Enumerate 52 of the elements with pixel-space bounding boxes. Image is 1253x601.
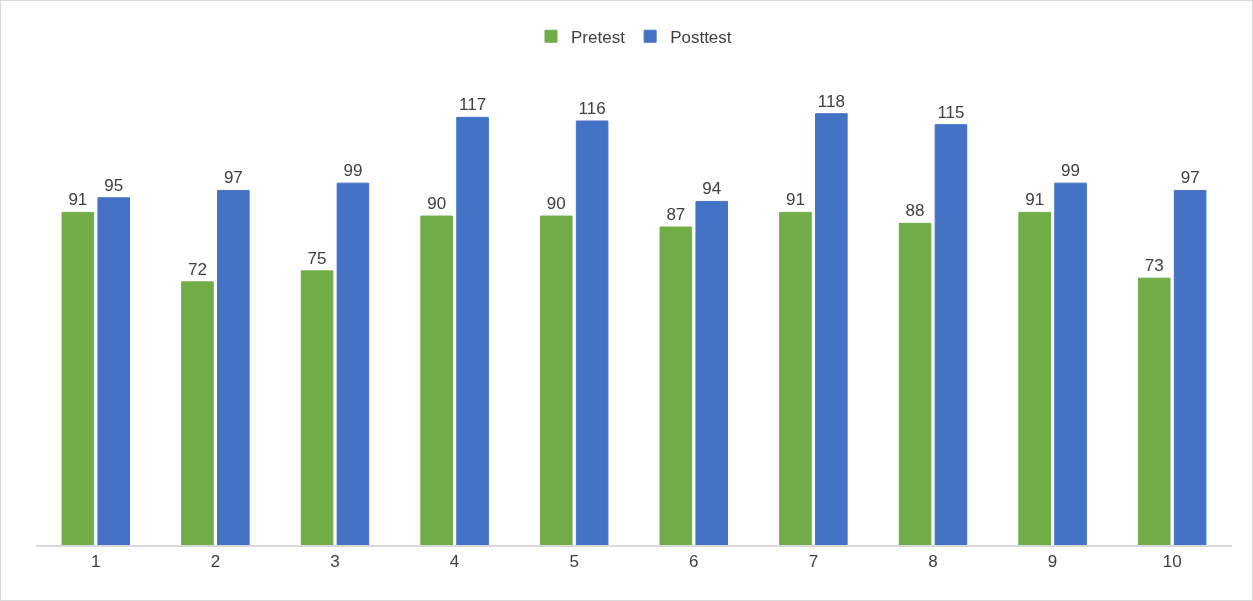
bar [575, 120, 609, 545]
bar [336, 182, 370, 545]
bar [898, 222, 932, 545]
x-tick-label: 10 [1162, 552, 1182, 572]
bar [1054, 182, 1087, 545]
x-tick-label: 8 [928, 552, 938, 572]
legend-label: Pretest [571, 27, 626, 47]
x-tick-label: 1 [91, 552, 101, 572]
data-label: 88 [905, 201, 925, 221]
bar [815, 113, 848, 545]
bar [695, 200, 729, 545]
bar [539, 215, 573, 545]
bar [97, 197, 131, 545]
data-label: 116 [578, 99, 606, 119]
data-label: 99 [343, 161, 363, 181]
x-tick-label: 3 [330, 552, 340, 572]
bar [1173, 189, 1207, 545]
data-label: 99 [1061, 161, 1080, 181]
bar [1018, 211, 1051, 545]
x-tick-label: 2 [210, 552, 221, 572]
data-label: 90 [427, 194, 447, 214]
bar [659, 226, 693, 545]
data-label: 117 [458, 95, 487, 115]
data-label: 118 [817, 91, 845, 111]
bar [420, 215, 453, 545]
x-tick-label: 5 [569, 552, 579, 572]
data-label: 94 [702, 179, 722, 199]
bar [1137, 277, 1171, 545]
bar [217, 189, 250, 545]
bar [300, 270, 334, 545]
data-label: 90 [546, 194, 566, 214]
data-label: 72 [188, 259, 207, 279]
bar [61, 211, 95, 545]
x-tick-label: 7 [808, 552, 819, 572]
data-label: 95 [104, 175, 124, 195]
data-label: 75 [307, 248, 327, 268]
data-label: 115 [937, 102, 965, 122]
x-tick-label: 9 [1047, 552, 1058, 572]
legend-label: Posttest [670, 27, 732, 47]
data-label: 91 [1025, 190, 1045, 210]
data-label: 87 [666, 205, 686, 225]
data-label: 91 [68, 190, 88, 210]
x-tick-label: 4 [449, 552, 460, 572]
data-label: 73 [1144, 256, 1164, 276]
data-label: 97 [223, 168, 243, 188]
bar [934, 124, 968, 545]
bar [779, 211, 812, 545]
bar [456, 116, 489, 545]
x-tick-label: 6 [689, 552, 699, 572]
data-label: 91 [786, 190, 805, 210]
data-label: 97 [1180, 168, 1200, 188]
bar [181, 281, 214, 545]
